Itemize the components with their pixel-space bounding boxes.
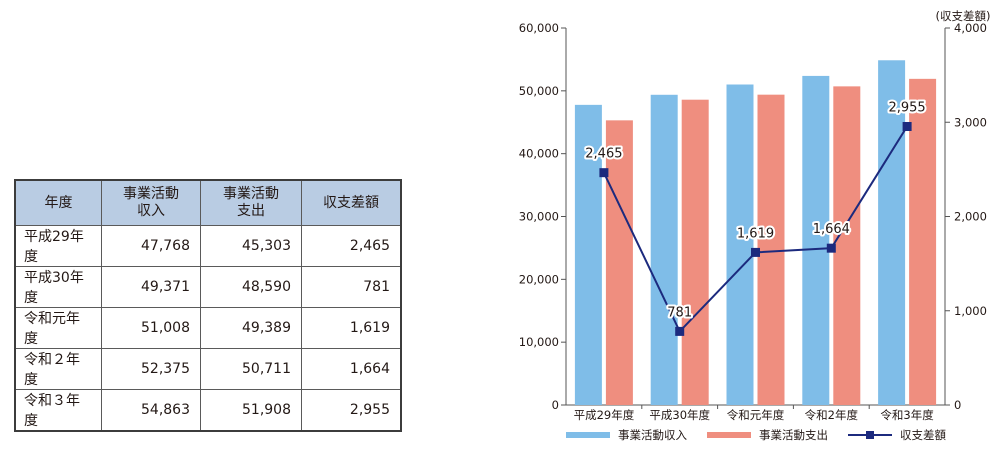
legend-label: 事業活動支出 bbox=[759, 428, 828, 442]
cell-expenditure: 45,303 bbox=[200, 225, 302, 267]
balance-marker bbox=[675, 326, 685, 336]
balance-data-label: 1,619 bbox=[737, 226, 774, 241]
left-tick-label: 20,000 bbox=[519, 272, 559, 286]
cell-expenditure: 48,590 bbox=[200, 266, 302, 308]
revenue-bar bbox=[802, 75, 830, 406]
table-row: 令和２年度 52,375 50,711 1,664 bbox=[14, 348, 402, 390]
category-label: 平成30年度 bbox=[649, 408, 710, 422]
category-label: 令和2年度 bbox=[805, 408, 859, 422]
table-row: 平成30年度 49,371 48,590 781 bbox=[14, 266, 402, 308]
right-tick-label: 2,000 bbox=[954, 210, 987, 224]
category-label: 令和元年度 bbox=[727, 408, 785, 422]
balance-marker bbox=[902, 121, 912, 131]
revenue-bar bbox=[878, 60, 906, 405]
balance-marker bbox=[751, 247, 760, 257]
cell-expenditure: 50,711 bbox=[200, 348, 302, 390]
expenditure-bar bbox=[833, 86, 861, 406]
legend-balance-marker bbox=[866, 431, 874, 439]
cell-balance: 2,955 bbox=[301, 389, 402, 432]
table-row: 令和３年度 54,863 51,908 2,955 bbox=[14, 389, 402, 432]
expenditure-bar bbox=[605, 120, 633, 405]
left-tick-label: 40,000 bbox=[519, 147, 559, 161]
summary-table: 年度 事業活動 収入 事業活動 支出 収支差額 平成29年度 47,768 45,3… bbox=[14, 179, 402, 432]
balance-data-label: 1,664 bbox=[813, 222, 850, 237]
right-tick-label: 3,000 bbox=[954, 115, 987, 129]
category-label: 平成29年度 bbox=[574, 408, 635, 422]
left-tick-label: 50,000 bbox=[519, 84, 559, 98]
cell-revenue: 51,008 bbox=[101, 307, 201, 349]
cell-balance: 1,664 bbox=[301, 348, 402, 390]
balance-marker bbox=[599, 168, 609, 178]
right-axis-title: (収支差額) bbox=[936, 9, 991, 23]
legend-label: 収支差額 bbox=[900, 428, 946, 442]
cell-revenue: 49,371 bbox=[101, 266, 201, 308]
header-balance: 収支差額 bbox=[301, 179, 402, 226]
revenue-bar bbox=[574, 104, 602, 406]
balance-marker bbox=[826, 243, 836, 253]
left-tick-label: 10,000 bbox=[519, 335, 559, 349]
left-tick-label: 30,000 bbox=[519, 210, 559, 224]
table-row: 平成29年度 47,768 45,303 2,465 bbox=[14, 225, 402, 267]
cell-revenue: 47,768 bbox=[101, 225, 201, 267]
cell-fiscal-year: 令和２年度 bbox=[14, 348, 102, 390]
right-tick-label: 4,000 bbox=[954, 21, 987, 35]
right-tick-label: 0 bbox=[954, 398, 961, 412]
left-tick-label: 0 bbox=[552, 398, 559, 412]
legend-expenditure-swatch bbox=[707, 432, 751, 438]
expenditure-bar bbox=[681, 99, 709, 405]
cell-fiscal-year: 平成29年度 bbox=[14, 225, 102, 267]
legend-revenue-swatch bbox=[566, 432, 610, 438]
cell-balance: 781 bbox=[301, 266, 402, 308]
balance-data-label: 2,955 bbox=[888, 100, 925, 115]
cell-fiscal-year: 平成30年度 bbox=[14, 266, 102, 308]
cell-fiscal-year: 令和３年度 bbox=[14, 389, 102, 432]
cell-balance: 2,465 bbox=[301, 225, 402, 267]
category-label: 令和3年度 bbox=[880, 408, 934, 422]
balance-data-label: 2,465 bbox=[585, 147, 622, 162]
cell-expenditure: 49,389 bbox=[200, 307, 302, 349]
cell-revenue: 54,863 bbox=[101, 389, 201, 432]
revenue-bar bbox=[726, 84, 754, 406]
cell-expenditure: 51,908 bbox=[200, 389, 302, 432]
right-tick-label: 1,000 bbox=[954, 304, 987, 318]
left-tick-label: 60,000 bbox=[519, 21, 559, 35]
legend-label: 事業活動収入 bbox=[618, 428, 687, 442]
revenue-bar bbox=[650, 94, 678, 405]
balance-data-label: 781 bbox=[667, 305, 692, 320]
cell-revenue: 52,375 bbox=[101, 348, 201, 390]
header-expenditure: 事業活動 支出 bbox=[200, 179, 302, 226]
expenditure-bar bbox=[757, 94, 785, 405]
expenditure-bar bbox=[909, 78, 937, 406]
